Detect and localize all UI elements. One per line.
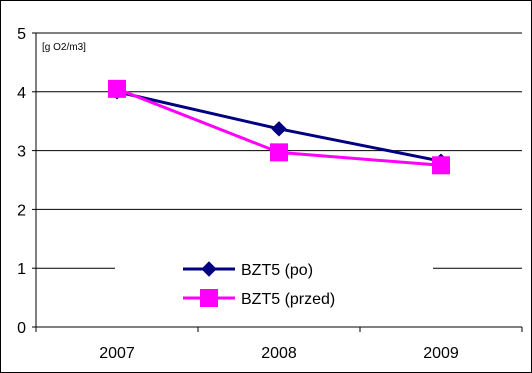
data-point	[108, 79, 126, 98]
x-tick-label: 2007	[99, 345, 135, 362]
legend-marker	[201, 261, 217, 277]
y-tick-label: 2	[17, 202, 26, 219]
data-point	[270, 143, 288, 162]
y-tick-label: 1	[17, 261, 26, 278]
y-tick-label: 3	[17, 144, 26, 161]
unit-label: [g O2/m3]	[42, 42, 86, 53]
legend-item: BZT5 (po)	[183, 261, 313, 279]
legend: BZT5 (po) BZT5 (przed)	[183, 261, 335, 308]
x-tick-label: 2008	[261, 345, 297, 362]
y-tick-label: 4	[17, 85, 26, 102]
legend-item: BZT5 (przed)	[183, 289, 335, 308]
data-point	[271, 121, 287, 137]
y-tick-label: 0	[17, 320, 26, 337]
axes: 0 1 2 3 4 5 2007 2008 2009	[17, 26, 523, 362]
legend-label: BZT5 (po)	[241, 262, 313, 279]
legend-marker	[200, 289, 218, 307]
y-tick-label: 5	[17, 26, 26, 43]
legend-label: BZT5 (przed)	[241, 291, 335, 308]
data-point	[432, 156, 450, 175]
x-tick-label: 2009	[423, 345, 459, 362]
series-przed	[108, 79, 450, 175]
series-layer	[108, 79, 450, 175]
